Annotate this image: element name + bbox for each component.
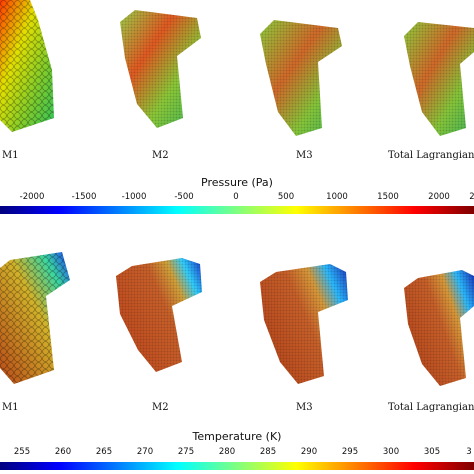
pressure-field-m3	[260, 20, 342, 136]
caption-top-m3: M3	[296, 150, 313, 161]
pressure-tick: 2000	[428, 192, 450, 202]
temperature-tick: 275	[177, 447, 195, 457]
temperature-colorbar-title: Temperature (K)	[192, 430, 282, 443]
temperature-tick: 255	[13, 447, 31, 457]
temperature-field-m1	[0, 252, 70, 384]
temperature-colorbar	[0, 462, 474, 470]
temperature-tick: 3	[466, 447, 472, 457]
temperature-field-m3	[260, 264, 348, 384]
temperature-tick: 265	[95, 447, 113, 457]
temperature-tick: 295	[341, 447, 359, 457]
caption-bottom-m1: M1	[2, 402, 19, 413]
pressure-tick: -500	[174, 192, 194, 202]
caption-top-total-lagrangian: Total Lagrangian S	[388, 150, 474, 161]
pressure-field-m1	[0, 0, 54, 132]
pressure-tick: -1500	[71, 192, 97, 202]
pressure-colorbar	[0, 206, 474, 214]
temperature-field-m2	[116, 258, 202, 372]
caption-bottom-total-lagrangian: Total Lagrangian S	[388, 402, 474, 413]
temperature-tick: 305	[423, 447, 441, 457]
caption-top-m2: M2	[152, 150, 169, 161]
temperature-tick: 270	[136, 447, 154, 457]
pressure-tick: 1500	[377, 192, 399, 202]
caption-bottom-m2: M2	[152, 402, 169, 413]
caption-bottom-m3: M3	[296, 402, 313, 413]
temperature-field-total-lagrangian	[404, 270, 474, 386]
pressure-tick: 0	[233, 192, 239, 202]
temperature-tick: 260	[54, 447, 72, 457]
temperature-tick: 285	[259, 447, 277, 457]
pressure-tick: 1000	[326, 192, 348, 202]
pressure-tick: 2	[469, 192, 474, 202]
pressure-field-m2	[120, 10, 201, 128]
pressure-field-total-lagrangian	[404, 22, 474, 136]
temperature-tick: 300	[382, 447, 400, 457]
pressure-tick: -1000	[121, 192, 147, 202]
temperature-tick: 280	[218, 447, 236, 457]
pressure-colorbar-title: Pressure (Pa)	[201, 176, 273, 189]
temperature-tick: 290	[300, 447, 318, 457]
pressure-tick: -2000	[19, 192, 45, 202]
caption-top-m1: M1	[2, 150, 19, 161]
pressure-tick: 500	[277, 192, 295, 202]
